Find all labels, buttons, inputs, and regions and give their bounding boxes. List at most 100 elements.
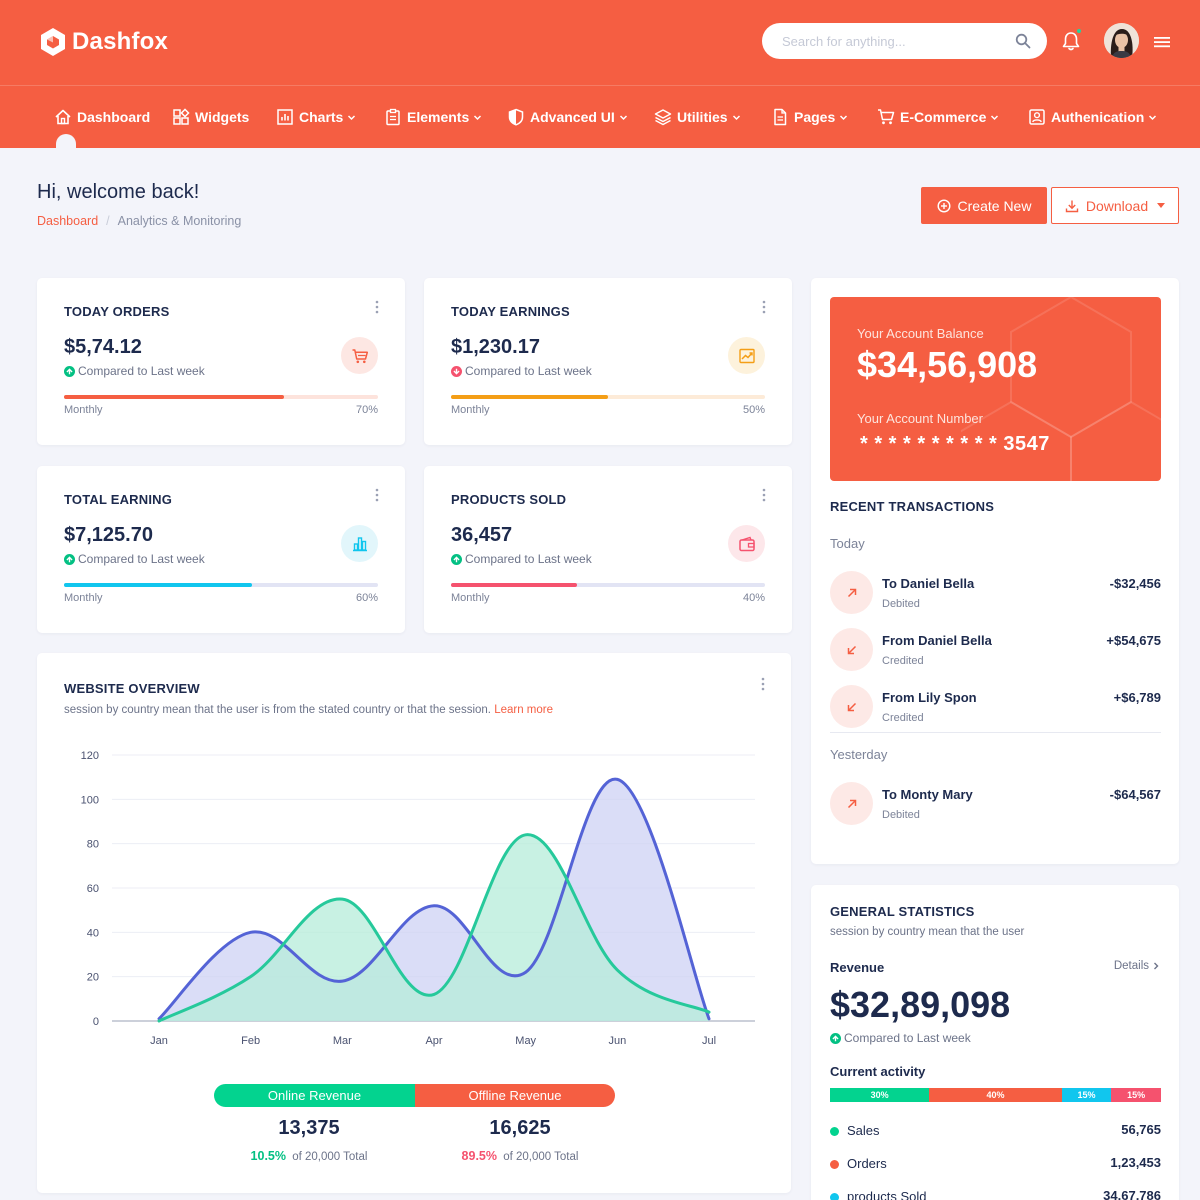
y-tick-label: 80 [87, 839, 99, 851]
breadcrumb: Dashboard / Analytics & Monitoring [37, 214, 241, 228]
chevron-down-icon [1149, 114, 1157, 120]
transaction-item[interactable]: To Monty Mary Debited -$64,567 [830, 782, 1161, 827]
activity-legend-row: Sales 56,765 [830, 1122, 1161, 1140]
brand[interactable]: Dashfox [40, 27, 168, 57]
stat-title: TODAY ORDERS [64, 304, 170, 319]
y-tick-label: 60 [87, 883, 99, 895]
create-new-label: Create New [957, 197, 1032, 214]
nav-label: Advanced UI [530, 109, 615, 125]
notification-bell[interactable] [1060, 28, 1082, 52]
x-tick-label: Jul [702, 1035, 716, 1047]
layers-icon [654, 109, 672, 126]
online-revenue-total: of 20,000 Total [292, 1151, 368, 1163]
chevron-down-icon [474, 114, 482, 120]
transaction-item[interactable]: From Lily Spon Credited +$6,789 [830, 685, 1161, 730]
series-line-1 [157, 833, 711, 1023]
nav-label: Charts [299, 109, 344, 125]
nav-item-elements[interactable]: Elements [384, 86, 482, 148]
nav-item-e-commerce[interactable]: E-Commerce [877, 86, 999, 148]
legend-name: Sales [847, 1123, 880, 1138]
transaction-group-label: Yesterday [830, 747, 888, 762]
nav-label: Elements [407, 109, 470, 125]
series-area-1 [159, 834, 710, 1021]
transaction-status: Credited [882, 655, 924, 667]
transaction-status: Debited [882, 598, 920, 610]
legend-dot [830, 1193, 839, 1200]
more-options-icon[interactable] [762, 300, 766, 314]
nav-item-pages[interactable]: Pages [771, 86, 848, 148]
nav-item-utilities[interactable]: Utilities [654, 86, 741, 148]
search-icon[interactable] [1015, 33, 1031, 49]
stat-card-today-orders: TODAY ORDERS $5,74.12 Compared to Last w… [37, 278, 405, 445]
avatar[interactable] [1104, 23, 1139, 58]
transaction-status: Debited [882, 809, 920, 821]
revenue-compare: Compared to Last week [830, 1031, 971, 1045]
activity-segment-bar: 30% 40% 15% 15% [830, 1088, 1161, 1102]
offline-revenue-pct: 89.5% [461, 1149, 497, 1163]
stat-value: $1,230.17 [451, 336, 540, 358]
arrow-up-circle-icon [830, 1032, 841, 1044]
nav-label: Authenication [1051, 109, 1145, 125]
transaction-status: Credited [882, 712, 924, 724]
stat-title: TOTAL EARNING [64, 492, 173, 507]
create-new-button[interactable]: Create New [921, 187, 1047, 224]
arrow-down-left-icon [847, 645, 856, 654]
nav-label: Utilities [677, 109, 728, 125]
details-link[interactable]: Details [1114, 960, 1160, 972]
legend-name: products Sold [847, 1189, 927, 1200]
learn-more-link[interactable]: Learn more [494, 704, 554, 716]
account-transactions-card: Your Account Balance $34,56,908 Your Acc… [811, 278, 1179, 864]
nav-item-charts[interactable]: Charts [276, 86, 356, 148]
overview-description: session by country mean that the user is… [64, 704, 553, 716]
stat-card-products-sold: PRODUCTS SOLD 36,457 Compared to Last we… [424, 466, 792, 633]
transaction-item[interactable]: To Daniel Bella Debited -$32,456 [830, 571, 1161, 616]
top-bar: Dashfox [0, 0, 1200, 85]
stat-period: Monthly [64, 404, 103, 416]
transaction-name: From Daniel Bella [882, 633, 992, 648]
nav-label: Pages [794, 109, 836, 125]
transaction-amount: -$32,456 [1109, 576, 1161, 591]
more-options-icon[interactable] [762, 488, 766, 502]
stat-progress-bar [451, 395, 765, 399]
legend-dot [830, 1127, 839, 1136]
breadcrumb-dashboard[interactable]: Dashboard [37, 214, 99, 228]
transaction-item[interactable]: From Daniel Bella Credited +$54,675 [830, 628, 1161, 673]
stat-compare-text: Compared to Last week [465, 364, 592, 378]
account-number-value: * * * * * * * * * * 3547 [860, 433, 1050, 455]
hexagon-pattern-icon [961, 297, 1161, 481]
stat-percent: 70% [355, 404, 378, 416]
logo-icon [41, 28, 65, 56]
more-options-icon[interactable] [375, 488, 379, 502]
download-button[interactable]: Download [1051, 187, 1179, 224]
series-line-0 [157, 777, 711, 1021]
online-revenue-pct: 10.5% [250, 1149, 286, 1163]
hamburger-menu-icon[interactable] [1154, 35, 1170, 49]
stat-progress-bar [64, 395, 378, 399]
stat-icon-badge [341, 337, 378, 374]
search-input[interactable] [782, 23, 1012, 59]
more-options-icon[interactable] [761, 677, 765, 691]
stat-title: PRODUCTS SOLD [451, 492, 567, 507]
account-balance-panel: Your Account Balance $34,56,908 Your Acc… [830, 297, 1161, 481]
nav-item-advanced-ui[interactable]: Advanced UI [507, 86, 628, 148]
y-tick-label: 0 [93, 1016, 99, 1028]
revenue-label: Revenue [830, 960, 885, 975]
more-options-icon[interactable] [375, 300, 379, 314]
clipboard-icon [386, 108, 400, 126]
nav-item-widgets[interactable]: Widgets [172, 86, 249, 148]
offline-revenue-label: Offline Revenue [468, 1088, 562, 1103]
transaction-icon-badge [830, 571, 873, 614]
trending-icon [738, 348, 755, 363]
nav-label: Dashboard [77, 109, 151, 125]
transaction-name: To Monty Mary [882, 787, 973, 802]
nav-label: Widgets [195, 109, 250, 125]
nav-item-dashboard[interactable]: Dashboard [54, 86, 150, 148]
chevron-down-icon [840, 114, 848, 120]
nav-item-authenication[interactable]: Authenication [1028, 86, 1157, 148]
plus-circle-icon [937, 198, 951, 213]
online-revenue-pill: Online Revenue [214, 1084, 415, 1107]
x-tick-label: Apr [425, 1035, 442, 1047]
online-revenue-value: 13,375 [278, 1117, 340, 1139]
x-tick-label: Jun [608, 1035, 626, 1047]
revenue-compare-text: Compared to Last week [844, 1031, 971, 1045]
